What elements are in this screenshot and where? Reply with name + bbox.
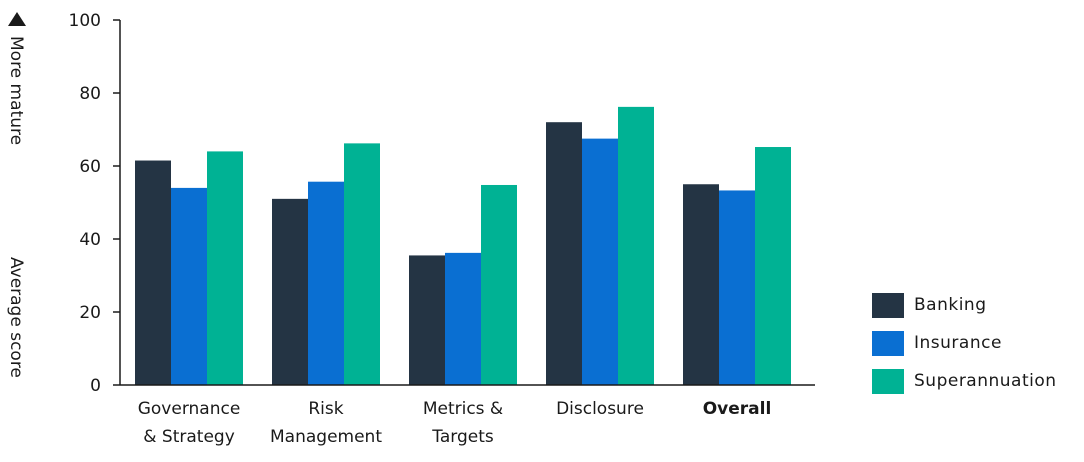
legend-swatch	[872, 368, 904, 394]
x-category-label: Overall	[703, 399, 772, 419]
y-tick-label: 80	[79, 84, 101, 104]
x-category-label: Metrics &	[423, 399, 503, 419]
legend: Banking Insurance Superannuation	[872, 286, 1057, 400]
x-category-label: Targets	[431, 427, 494, 447]
legend-item-superannuation: Superannuation	[872, 362, 1057, 400]
bar-insurance	[308, 181, 344, 385]
x-category-label: Disclosure	[556, 399, 644, 419]
bar-banking	[272, 198, 308, 385]
x-category-label: Management	[270, 427, 382, 447]
legend-item-banking: Banking	[872, 286, 1057, 324]
bar-insurance	[171, 187, 207, 385]
up-triangle-icon	[8, 12, 26, 26]
x-category-label: & Strategy	[143, 427, 235, 447]
bars	[135, 106, 791, 386]
y-axis-ticks: 0 20 40 60 80 100	[69, 11, 120, 396]
y-tick-label: 20	[79, 303, 101, 323]
y-tick-label: 100	[69, 11, 101, 31]
bar-banking	[135, 160, 171, 385]
bar-insurance	[445, 252, 481, 385]
bar-banking	[683, 184, 719, 385]
bar-superannuation	[755, 147, 791, 385]
y-axis-label: Average score	[6, 257, 26, 378]
legend-label: Insurance	[914, 333, 1002, 353]
bar-superannuation	[344, 143, 380, 385]
bar-insurance	[719, 190, 755, 385]
legend-label: Superannuation	[914, 371, 1057, 391]
bar-superannuation	[618, 106, 654, 386]
bar-insurance	[582, 138, 618, 385]
bar-banking	[409, 255, 445, 385]
legend-label: Banking	[914, 295, 987, 315]
y-tick-label: 60	[79, 157, 101, 177]
y-axis-top-label: More mature	[6, 36, 26, 145]
y-tick-label: 40	[79, 230, 101, 250]
bar-banking	[546, 122, 582, 385]
legend-swatch	[872, 292, 904, 318]
bar-superannuation	[481, 184, 517, 385]
y-tick-label: 0	[90, 376, 101, 396]
legend-swatch	[872, 330, 904, 356]
bar-superannuation	[207, 151, 243, 385]
legend-item-insurance: Insurance	[872, 324, 1057, 362]
x-axis-labels: Governance & Strategy Risk Management Metric…	[138, 399, 772, 447]
x-category-label: Governance	[138, 399, 241, 419]
x-category-label: Risk	[308, 399, 343, 419]
